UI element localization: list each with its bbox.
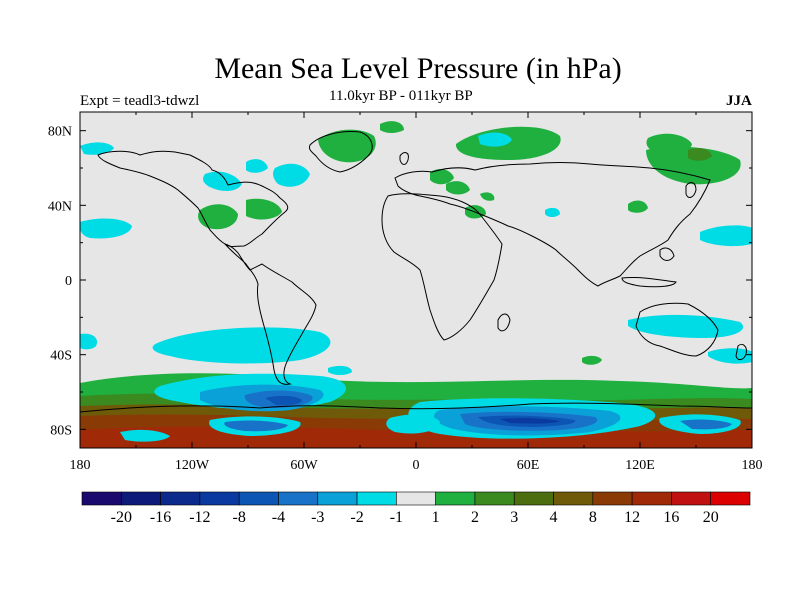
colorbar-label: -12 <box>189 509 210 526</box>
colorbar-label: -20 <box>111 509 132 526</box>
colorbar-swatch <box>514 492 553 505</box>
colorbar-swatch <box>357 492 396 505</box>
y-tick-label: 80S <box>50 423 72 438</box>
colorbar-swatch <box>554 492 593 505</box>
x-tick-label: 60W <box>290 458 318 473</box>
colorbar-swatch <box>278 492 317 505</box>
southern-anomalies <box>80 373 752 448</box>
colorbar-label: 20 <box>703 509 719 526</box>
colorbar-swatch <box>121 492 160 505</box>
colorbar-swatch <box>161 492 200 505</box>
colorbar-label: -1 <box>390 509 403 526</box>
colorbar-swatch <box>239 492 278 505</box>
colorbar-label: -4 <box>272 509 285 526</box>
y-tick-label: 80N <box>48 125 72 140</box>
colorbar-swatch <box>711 492 750 505</box>
x-tick-label: 0 <box>413 458 420 473</box>
colorbar-label: -16 <box>150 509 171 526</box>
colorbar-swatch <box>318 492 357 505</box>
colorbar-swatch <box>632 492 671 505</box>
colorbar-swatch <box>671 492 710 505</box>
map-area <box>79 112 752 448</box>
colorbar-swatch <box>436 492 475 505</box>
colorbar-label: 8 <box>589 509 597 526</box>
x-tick-label: 60E <box>517 458 540 473</box>
x-tick-label: 180 <box>742 458 763 473</box>
x-tick-label: 120W <box>175 458 210 473</box>
y-tick-label: 40S <box>50 349 72 364</box>
colorbar-label: 2 <box>471 509 479 526</box>
y-tick-label: 40N <box>48 199 72 214</box>
colorbar-swatch <box>82 492 121 505</box>
y-tick-label: 0 <box>65 274 72 289</box>
colorbar-swatch <box>396 492 435 505</box>
colorbar: -20 -16 -12 -8 -4 -3 -2 -1 1 2 3 4 8 12 16 20 <box>82 492 750 526</box>
colorbar-swatch <box>200 492 239 505</box>
x-tick-label: 120E <box>625 458 655 473</box>
colorbar-label: 3 <box>510 509 518 526</box>
colorbar-label: 16 <box>663 509 679 526</box>
x-tick-label: 180 <box>70 458 91 473</box>
colorbar-label: 4 <box>550 509 558 526</box>
colorbar-swatch <box>475 492 514 505</box>
colorbar-label: 1 <box>432 509 440 526</box>
colorbar-label: -3 <box>311 509 324 526</box>
colorbar-swatch <box>593 492 632 505</box>
map-figure: 180 120W 60W 0 60E 120E 180 80N 40N 0 40S 80S -20 -1… <box>0 0 800 600</box>
colorbar-label: -2 <box>350 509 363 526</box>
colorbar-label: 12 <box>624 509 640 526</box>
colorbar-label: -8 <box>233 509 246 526</box>
